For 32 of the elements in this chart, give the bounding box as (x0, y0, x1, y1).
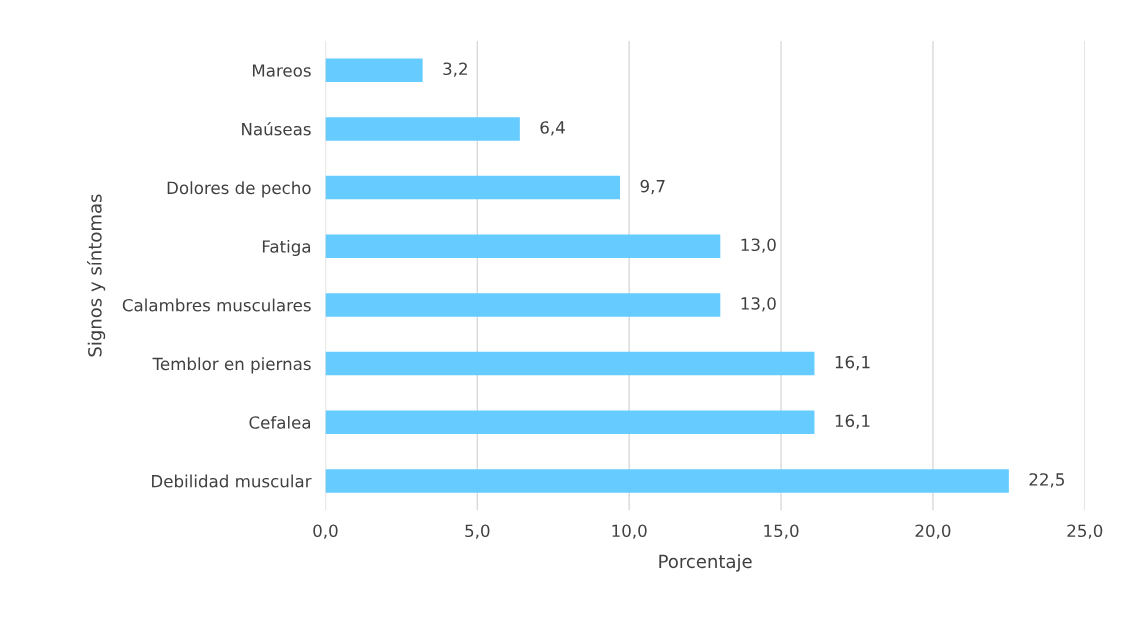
y-tick-label: Naúseas (242, 121, 311, 136)
data-label: 3,2 (443, 62, 467, 77)
data-label: 13,0 (741, 297, 776, 312)
y-tick-label: Calambres musculares (122, 298, 311, 312)
y-tick-label: Debilidad muscular (152, 474, 312, 488)
data-label: 16,1 (835, 414, 870, 429)
y-tick-label: Mareos (252, 64, 311, 77)
bar (325, 234, 721, 258)
x-tick-label: 10,0 (612, 524, 647, 539)
bar (325, 293, 721, 317)
bar (325, 351, 815, 376)
bar (325, 58, 423, 82)
y-tick-label: Fatiga (262, 239, 311, 257)
y-tick-label: Dolores de pecho (167, 181, 311, 198)
y-tick-label: Cefalea (249, 415, 311, 429)
data-label: 13,0 (741, 238, 776, 253)
bar (325, 469, 1009, 493)
x-tick-label: 15,0 (764, 524, 799, 539)
data-label: 9,7 (640, 179, 665, 195)
x-tick-label: 0,0 (313, 524, 338, 539)
y-tick-label: Temblor en piernas (152, 357, 311, 374)
x-tick-label: 5,0 (465, 524, 490, 539)
y-axis-title: Signos y síntomas (87, 194, 106, 357)
data-label: 6,4 (540, 121, 565, 136)
x-axis-title: Porcentaje (659, 554, 752, 572)
x-tick-label: 25,0 (1067, 524, 1103, 539)
bar (325, 117, 520, 141)
data-label: 16,1 (835, 355, 870, 371)
data-label: 22,5 (1029, 473, 1064, 488)
bar (325, 175, 621, 200)
x-tick-label: 20,0 (915, 524, 951, 539)
bar (325, 410, 815, 434)
